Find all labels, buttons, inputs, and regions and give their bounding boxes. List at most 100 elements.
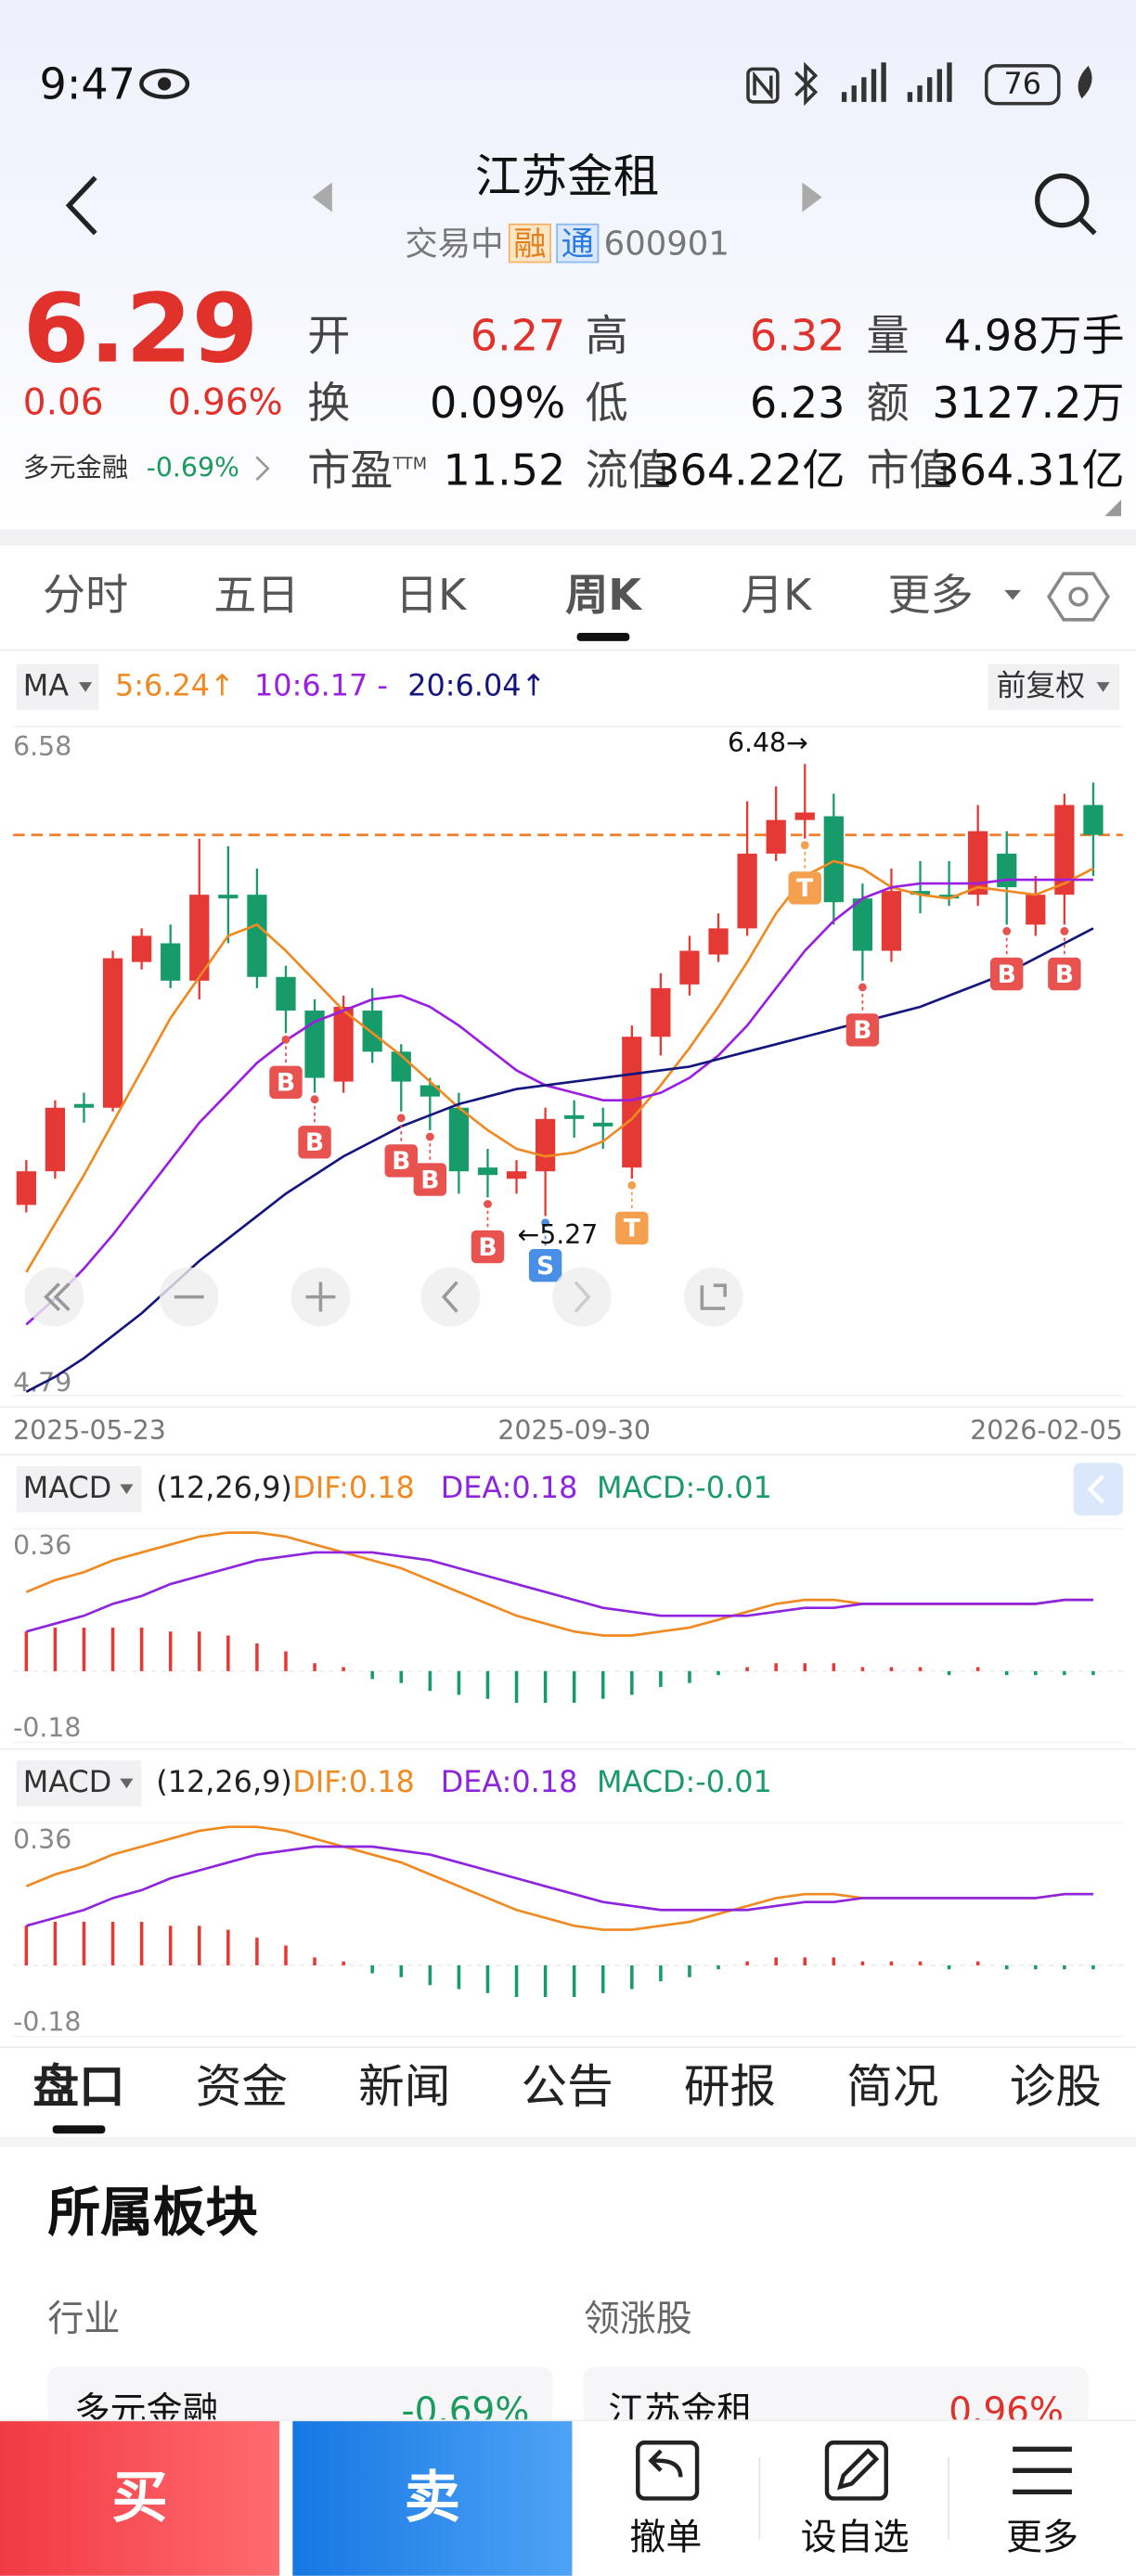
watch-icon[interactable] [824,2441,888,2501]
macd-bar [1034,1964,1038,1970]
field-value: 364.31亿 [932,446,1125,496]
macd-bar [82,1627,86,1671]
trade-status: 交易中 [405,223,504,264]
scroll-left-button[interactable] [420,1267,481,1327]
field-value: 6.32 [749,312,846,362]
section-tab[interactable]: 盘口 [32,2059,125,2134]
macd-bar [24,1926,29,1965]
section-tab[interactable]: 公告 [521,2059,613,2114]
macd-bar [110,1922,115,1965]
divider [0,2046,1136,2049]
signal-dot [310,1095,319,1104]
cancel-label: 撤单 [629,2518,703,2559]
section-tab[interactable]: 研报 [683,2059,777,2114]
adjust-select[interactable] [988,663,1120,711]
indicator-select [16,1466,142,1513]
field-label: 市盈TTM [307,450,427,493]
macd-bar [630,1964,634,1990]
candle-body [333,1007,354,1082]
macd-bar [370,1964,374,1974]
field-label: 量 [867,316,910,358]
period-tab[interactable]: 日K [394,572,467,622]
cancel-icon[interactable] [636,2441,700,2501]
macd-legend-item: MACD:-0.01 [597,1470,772,1505]
section-tab[interactable]: 诊股 [1009,2059,1102,2114]
candle-body [938,895,960,899]
macd-bar [168,1926,173,1965]
macd-bar [1004,1964,1009,1970]
macd-bar [543,1964,548,1998]
expand-corner[interactable] [1102,496,1125,520]
period-tab[interactable]: 周K [565,572,641,641]
sector-change: -0.69% [146,452,239,483]
macd-bar [1091,1670,1095,1676]
candle-body [852,898,873,951]
macd-bar [514,1670,519,1703]
sector-link[interactable]: 多元金融 [23,455,128,482]
candle-body [218,895,239,899]
sell-button[interactable] [292,2421,573,2576]
field-label-text: 市盈 [307,446,394,496]
section-tab[interactable]: 简况 [846,2059,939,2114]
candle-body [304,1011,325,1078]
fullscreen-button[interactable] [683,1267,743,1327]
macd-bar [370,1670,374,1680]
period-tab[interactable]: 五日 [213,572,300,622]
period-tab[interactable]: 更多 [887,572,974,622]
field-value: 6.23 [749,380,846,430]
period-tab[interactable]: 分时 [43,572,129,622]
macd-bar [975,1961,980,1965]
macd-bar [975,1667,980,1671]
macd-bar [226,1929,230,1965]
macd-bar [139,1922,144,1965]
macd-bar [313,1663,316,1671]
macd-bar [860,1667,865,1671]
signal-badge [298,1126,331,1159]
macd-line [25,1845,1093,1927]
macd-bar [947,1964,951,1970]
macd-bar [1034,1670,1038,1676]
zoom-out-button[interactable] [159,1267,219,1327]
candle-body [651,987,671,1037]
signal-dot [858,983,867,992]
section-tab[interactable]: 资金 [195,2059,289,2114]
period-tab[interactable]: 月K [740,572,812,622]
field-value: 364.22亿 [652,446,846,496]
signal-label: B [853,1016,871,1045]
macd-bar [485,1670,490,1699]
collapse-button[interactable] [1073,1462,1123,1516]
buy-button[interactable] [0,2421,280,2576]
field-label-text: 市值 [866,446,952,496]
candle-body [968,831,988,895]
field-label-text: 额 [866,380,910,430]
signal-dot [1060,927,1069,935]
field-label-text: 开 [307,312,351,362]
field-label: 开 [307,316,350,358]
candle-body [622,1037,642,1168]
macd-bar [1063,1964,1066,1970]
macd-bar [485,1964,490,1993]
search-button[interactable] [1035,173,1097,236]
zoom-in-button[interactable] [290,1267,351,1327]
next-stock[interactable] [802,182,822,213]
macd-bar [860,1961,865,1965]
price-change-pct: 0.96% [167,382,283,425]
macd-bar [716,1670,720,1676]
more-icon[interactable] [1013,2446,1072,2495]
macd-bar [600,1670,605,1699]
industry-label: 行业 [47,2299,121,2341]
y-tick-label: -0.18 [13,2007,81,2038]
macd-bar [889,1961,894,1965]
scroll-right-button[interactable] [552,1267,612,1327]
zoom-all-button[interactable] [24,1267,84,1327]
macd-bar [457,1670,461,1695]
candle-body [1083,805,1104,835]
macd-bar [832,1663,836,1671]
back-button[interactable] [65,175,97,236]
section-tab[interactable]: 新闻 [358,2059,451,2114]
settings-button[interactable] [1046,567,1112,626]
prev-stock[interactable] [312,182,332,213]
signal-badge [615,1211,649,1245]
x-tick-label: 2025-05-23 [13,1415,166,1446]
